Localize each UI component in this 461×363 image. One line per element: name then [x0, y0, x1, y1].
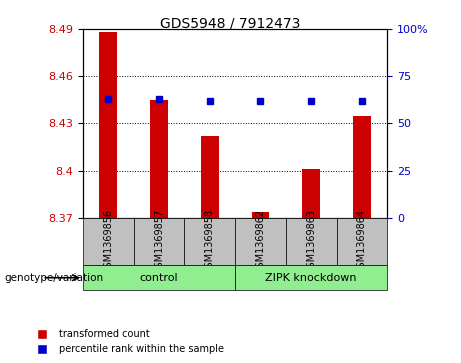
Text: GSM1369862: GSM1369862: [255, 209, 266, 274]
Bar: [286, 218, 337, 265]
Bar: [83, 265, 235, 290]
Bar: [252, 212, 269, 218]
Bar: [184, 218, 235, 265]
Bar: [150, 100, 168, 218]
Bar: [337, 218, 387, 265]
Text: GSM1369864: GSM1369864: [357, 209, 367, 274]
Legend: transformed count, percentile rank within the sample: transformed count, percentile rank withi…: [28, 326, 228, 358]
Bar: [302, 169, 320, 218]
Text: ZIPK knockdown: ZIPK knockdown: [266, 273, 357, 283]
Text: GSM1369863: GSM1369863: [306, 209, 316, 274]
Text: GDS5948 / 7912473: GDS5948 / 7912473: [160, 16, 301, 30]
Bar: [235, 265, 387, 290]
Text: genotype/variation: genotype/variation: [5, 273, 104, 283]
Bar: [100, 32, 117, 218]
Bar: [201, 136, 219, 218]
Bar: [83, 218, 134, 265]
Bar: [235, 218, 286, 265]
Bar: [353, 115, 371, 218]
Text: GSM1369858: GSM1369858: [205, 209, 215, 274]
Bar: [134, 218, 184, 265]
Text: GSM1369857: GSM1369857: [154, 209, 164, 274]
Text: GSM1369856: GSM1369856: [103, 209, 113, 274]
Text: control: control: [140, 273, 178, 283]
